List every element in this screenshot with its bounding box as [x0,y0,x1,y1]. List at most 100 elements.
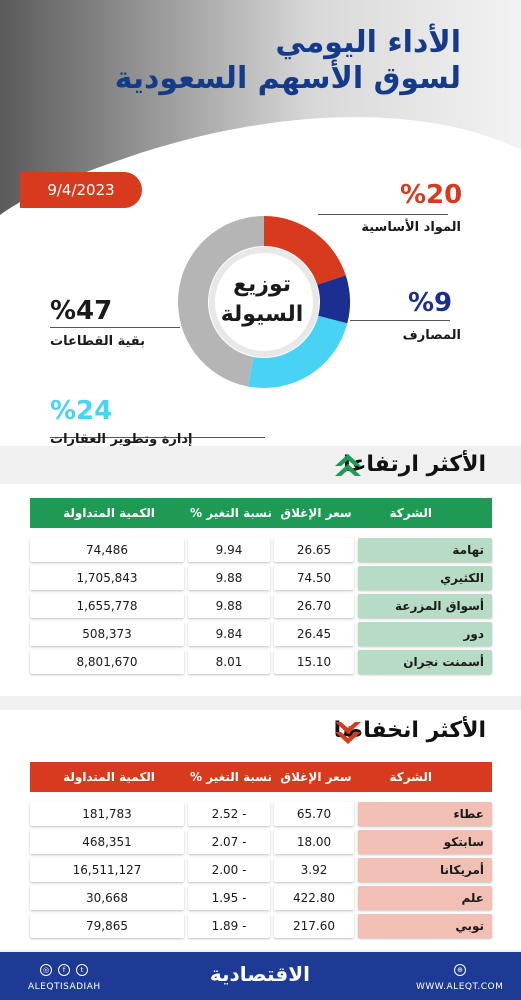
date-badge: 9/4/2023 [20,172,142,208]
change-percent-cell: 1.89 - [188,914,270,938]
header-swoosh [0,0,521,215]
pct-realestate: %24 [50,396,113,426]
change-percent-cell: 9.84 [188,622,270,646]
company-cell: الكثيري [358,566,492,590]
change-percent-cell: 9.88 [188,594,270,618]
th-close: سعر الإغلاق [280,770,352,784]
volume-cell: 468,351 [30,830,184,854]
label-banks: المصارف [402,328,461,343]
close-price-cell: 65.70 [274,802,354,826]
table-row: تهامة 26.65 9.94 74,486 [30,538,492,562]
volume-cell: 1,705,843 [30,566,184,590]
gainers-table-header: الشركة سعر الإغلاق نسبة التغير % الكمية … [30,498,492,528]
change-percent-cell: 9.88 [188,566,270,590]
gainers-title-band [0,446,521,484]
page-title-line2: لسوق الأسهم السعودية [114,61,461,96]
liquidity-donut-chart [178,216,350,388]
gainers-title: الأكثر ارتفاعا [343,452,486,477]
company-cell: علم [358,886,492,910]
close-price-cell: 18.00 [274,830,354,854]
volume-cell: 16,511,127 [30,858,184,882]
losers-table: الشركة سعر الإغلاق نسبة التغير % الكمية … [30,762,492,942]
leader-line-realestate [50,437,265,438]
table-row: أسمنت نجران 15.10 8.01 8,801,670 [30,650,492,674]
footer-handle[interactable]: ALEQTISADIAH [28,982,101,992]
change-percent-cell: 9.94 [188,538,270,562]
label-materials: المواد الأساسية [361,220,461,235]
volume-cell: 74,486 [30,538,184,562]
table-row: أسواق المزرعة 26.70 9.88 1,655,778 [30,594,492,618]
arrow-up-icon [335,454,361,476]
globe-icon[interactable]: ⊕ [454,964,466,976]
company-cell: تهامة [358,538,492,562]
volume-cell: 1,655,778 [30,594,184,618]
th-change: نسبة التغير % [190,770,272,784]
volume-cell: 79,865 [30,914,184,938]
company-cell: أسواق المزرعة [358,594,492,618]
volume-cell: 30,668 [30,886,184,910]
close-price-cell: 74.50 [274,566,354,590]
leader-line-materials [318,214,448,215]
arrow-down-icon [335,722,361,744]
change-percent-cell: 2.52 - [188,802,270,826]
instagram-icon[interactable]: ◎ [40,964,52,976]
table-row: أمريكانا 3.92 2.00 -16,511,127 [30,858,492,882]
company-cell: توبي [358,914,492,938]
pct-materials: %20 [400,180,463,210]
pct-others: %47 [50,296,113,326]
change-percent-cell: 2.07 - [188,830,270,854]
close-price-cell: 15.10 [274,650,354,674]
company-cell: أمريكانا [358,858,492,882]
losers-title-band [0,710,521,750]
leader-line-banks [350,320,450,321]
company-cell: دور [358,622,492,646]
th-company: الشركة [389,506,432,520]
footer: ◎ f t ALEQTISADIAH الاقتصادية ⊕ WWW.ALEQ… [0,952,521,1000]
close-price-cell: 422.80 [274,886,354,910]
company-cell: عطاء [358,802,492,826]
th-change: نسبة التغير % [190,506,272,520]
label-realestate: إدارة وتطوير العقارات [50,432,193,447]
volume-cell: 181,783 [30,802,184,826]
footer-website[interactable]: WWW.ALEQT.COM [416,982,504,992]
table-row: توبي 217.60 1.89 -79,865 [30,914,492,938]
volume-cell: 508,373 [30,622,184,646]
donut-slice-banks [317,275,350,324]
gainers-table: الشركة سعر الإغلاق نسبة التغير % الكمية … [30,498,492,678]
losers-table-header: الشركة سعر الإغلاق نسبة التغير % الكمية … [30,762,492,792]
change-percent-cell: 1.95 - [188,886,270,910]
footer-logo: الاقتصادية [209,962,310,986]
close-price-cell: 26.45 [274,622,354,646]
donut-center [209,247,319,357]
label-others: بقية القطاعات [50,334,146,349]
pct-banks: %9 [408,288,453,318]
twitter-icon[interactable]: t [76,964,88,976]
facebook-icon[interactable]: f [58,964,70,976]
close-price-cell: 3.92 [274,858,354,882]
leader-line-others [50,327,180,328]
donut-center-line1: توزيع [232,272,291,297]
close-price-cell: 26.65 [274,538,354,562]
th-volume: الكمية المتداولة [63,506,155,520]
table-row: الكثيري 74.50 9.88 1,705,843 [30,566,492,590]
donut-slice-others [178,216,264,387]
company-cell: أسمنت نجران [358,650,492,674]
donut-center-line2: السيولة [220,302,304,327]
donut-slice-materials [264,216,346,285]
table-row: عطاء 65.70 2.52 -181,783 [30,802,492,826]
change-percent-cell: 8.01 [188,650,270,674]
table-row: علم 422.80 1.95 -30,668 [30,886,492,910]
table-row: سابتكو 18.00 2.07 -468,351 [30,830,492,854]
th-close: سعر الإغلاق [280,506,352,520]
close-price-cell: 217.60 [274,914,354,938]
change-percent-cell: 2.00 - [188,858,270,882]
date-text: 9/4/2023 [47,181,115,199]
donut-slice-realestate [247,315,348,388]
page-title-line1: الأداء اليومي [275,25,461,60]
company-cell: سابتكو [358,830,492,854]
th-company: الشركة [389,770,432,784]
donut-center-label: توزيع السيولة [212,270,312,330]
close-price-cell: 26.70 [274,594,354,618]
volume-cell: 8,801,670 [30,650,184,674]
th-volume: الكمية المتداولة [63,770,155,784]
